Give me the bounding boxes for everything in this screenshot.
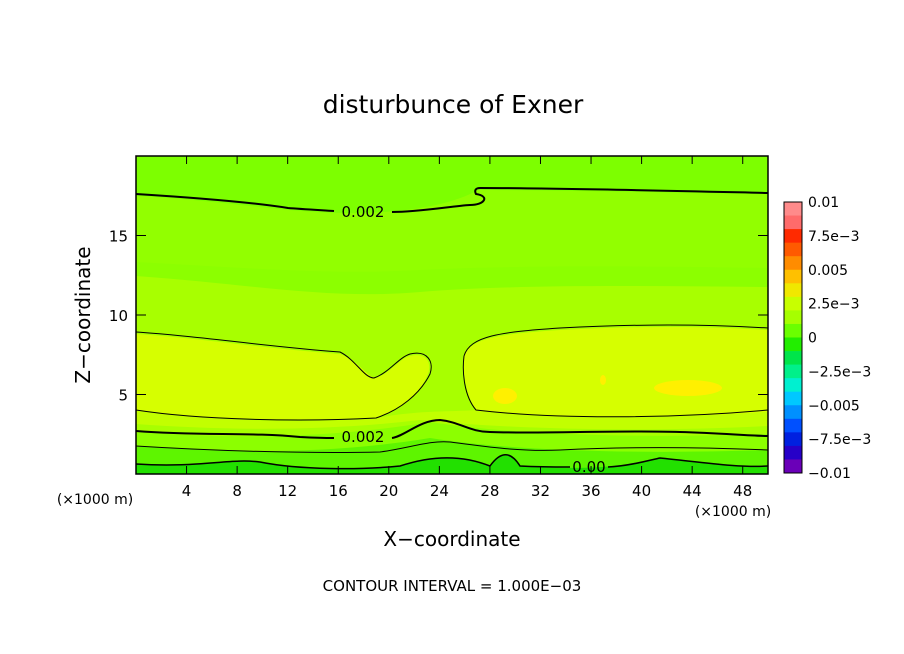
colorbar-segment <box>784 269 802 284</box>
x-tick-label: 8 <box>232 482 242 500</box>
colorbar-label: −7.5e−3 <box>808 432 871 448</box>
contour-interval-note: CONTOUR INTERVAL = 1.000E−03 <box>323 577 582 595</box>
colorbar-segment <box>784 229 802 244</box>
colorbar-segment <box>784 432 802 447</box>
colorbar-label: −0.005 <box>808 398 860 414</box>
contour-line-core-bottom <box>462 355 769 418</box>
y-tick-label: 15 <box>109 228 128 246</box>
colorbar-frame <box>783 201 803 474</box>
colorbar-label: 0.005 <box>808 263 848 279</box>
contour-line-low-3 <box>135 454 769 470</box>
x-tick-label: 4 <box>182 482 192 500</box>
plot-area <box>136 156 768 474</box>
chart-title: disturbunce of Exner <box>323 90 584 119</box>
colorbar-segment <box>784 296 802 311</box>
field-low-mid <box>136 438 768 474</box>
x-tick-label: 28 <box>480 482 499 500</box>
contour-line-low-1 <box>135 418 769 439</box>
colorbar-segment <box>784 391 802 406</box>
x-tick-label: 36 <box>581 482 600 500</box>
y-tick-label: 5 <box>118 387 128 405</box>
x-axis-unit-right: (×1000 m) <box>695 504 771 520</box>
x-axis-unit-left: (×1000 m) <box>57 492 133 508</box>
contour-line-low-2 <box>135 441 769 454</box>
field-maximum-1 <box>493 388 517 404</box>
contour-labels: 0.002 0.002 0.00 <box>342 203 606 476</box>
colorbar-label: −0.01 <box>808 466 851 482</box>
contour-line-core <box>135 324 769 421</box>
colorbar-segment <box>784 283 802 298</box>
y-axis-label: Z−coordinate <box>71 246 95 383</box>
colorbar-label: 0 <box>808 331 817 347</box>
contour-label-zero: 0.00 <box>572 458 605 476</box>
x-tick-label: 24 <box>430 482 449 500</box>
x-tick-label: 48 <box>733 482 752 500</box>
x-axis-label: X−coordinate <box>383 527 520 551</box>
contour-label-lower: 0.002 <box>342 428 385 446</box>
contour-lines <box>135 186 769 470</box>
colorbar-label: 0.01 <box>808 195 839 211</box>
colorbar-segment <box>784 337 802 352</box>
colorbar-segment <box>784 323 802 338</box>
colorbar-label: 7.5e−3 <box>808 229 860 245</box>
y-tick-label: 10 <box>109 307 128 325</box>
colorbar-segment <box>784 378 802 393</box>
x-tick-label: 16 <box>329 482 348 500</box>
colorbar-segment <box>784 202 802 217</box>
colorbar-segment <box>784 310 802 325</box>
colorbar-segment <box>784 242 802 257</box>
colorbar-segment <box>784 351 802 366</box>
x-tick-label: 32 <box>531 482 550 500</box>
colorbar <box>783 201 803 474</box>
x-tick-label: 40 <box>632 482 651 500</box>
colorbar-segment <box>784 405 802 420</box>
field-maximum-3 <box>600 375 606 385</box>
x-tick-label: 12 <box>278 482 297 500</box>
contour-label-upper: 0.002 <box>342 203 385 221</box>
field-core <box>136 334 430 420</box>
colorbar-label: 2.5e−3 <box>808 297 860 313</box>
y-axis-ticks: 5 10 15 <box>109 228 768 405</box>
contour-line-upper <box>135 186 769 213</box>
colorbar-segment <box>784 445 802 460</box>
x-tick-label: 44 <box>683 482 702 500</box>
colorbar-segment <box>784 364 802 379</box>
colorbar-segment <box>784 459 802 474</box>
x-tick-label: 20 <box>379 482 398 500</box>
field-low-bottom <box>136 454 768 474</box>
colorbar-segment <box>784 256 802 271</box>
x-axis-ticks: 4 8 12 16 20 24 28 32 36 40 44 48 <box>182 156 752 500</box>
colorbar-label: −2.5e−3 <box>808 364 871 380</box>
colorbar-segment <box>784 215 802 230</box>
field-maximum-2 <box>654 380 722 396</box>
colorbar-segment <box>784 418 802 433</box>
colorbar-labels: 0.01 7.5e−3 0.005 2.5e−3 0 −2.5e−3 −0.005 −7.5e… <box>808 195 871 482</box>
